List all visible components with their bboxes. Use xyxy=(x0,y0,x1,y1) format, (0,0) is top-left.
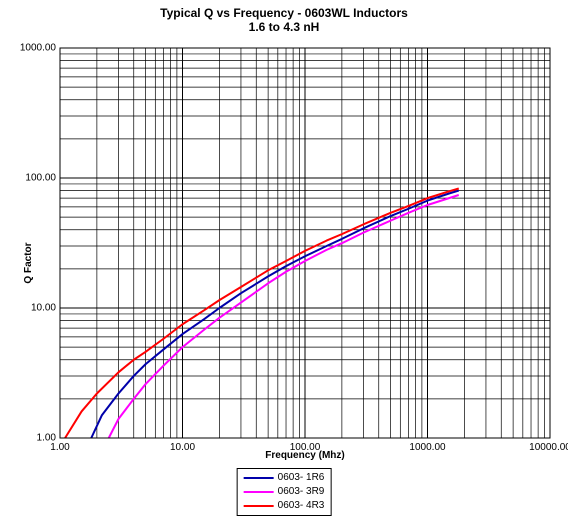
series-0603--3R9 xyxy=(109,195,459,438)
chart-title: Typical Q vs Frequency - 0603WL Inductor… xyxy=(0,0,568,35)
legend-swatch xyxy=(244,505,274,507)
y-axis-label: Q Factor xyxy=(23,242,34,283)
y-tick: 10.00 xyxy=(31,303,60,314)
legend-item: 0603- 3R9 xyxy=(244,485,325,499)
title-line-1: Typical Q vs Frequency - 0603WL Inductor… xyxy=(160,6,408,20)
y-tick: 1000.00 xyxy=(20,43,60,54)
x-axis-label: Frequency (Mhz) xyxy=(60,450,550,461)
plot-area: 1.0010.00100.001000.00 1.0010.00100.0010… xyxy=(60,48,550,438)
plot-svg xyxy=(60,48,550,438)
legend-swatch xyxy=(244,491,274,493)
legend-label: 0603- 3R9 xyxy=(278,485,325,499)
legend: 0603- 1R60603- 3R90603- 4R3 xyxy=(237,468,332,516)
legend-item: 0603- 1R6 xyxy=(244,471,325,485)
series-0603--4R3 xyxy=(65,189,459,438)
legend-swatch xyxy=(244,477,274,479)
series-0603--1R6 xyxy=(91,191,459,438)
legend-label: 0603- 4R3 xyxy=(278,499,325,513)
y-tick: 100.00 xyxy=(25,173,60,184)
title-line-2: 1.6 to 4.3 nH xyxy=(249,20,320,34)
legend-label: 0603- 1R6 xyxy=(278,471,325,485)
legend-item: 0603- 4R3 xyxy=(244,499,325,513)
